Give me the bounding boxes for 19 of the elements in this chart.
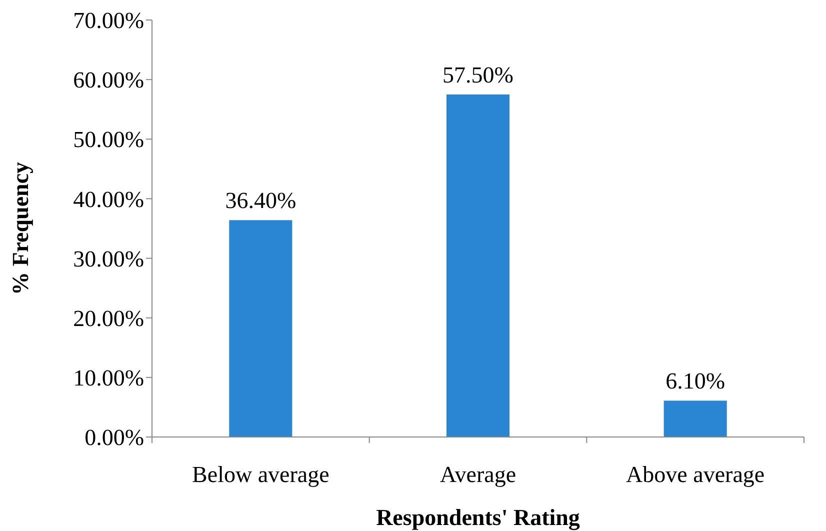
x-tick-label: Average [440, 462, 516, 487]
y-tick-label: 60.00% [73, 68, 144, 93]
x-axis-title: Respondents' Rating [376, 505, 580, 531]
y-tick-label: 10.00% [73, 365, 144, 390]
bar [446, 94, 510, 437]
y-tick-label: 50.00% [73, 127, 144, 152]
x-tick-label: Above average [626, 462, 765, 487]
y-tick-label: 70.00% [73, 8, 144, 34]
bar [664, 400, 727, 437]
y-tick-label: 20.00% [73, 306, 144, 331]
y-axis-title: % Frequency [8, 161, 33, 296]
x-tick-label: Below average [192, 462, 330, 487]
bar [229, 220, 292, 437]
y-tick-label: 30.00% [73, 246, 144, 272]
data-label: 57.50% [442, 62, 514, 88]
y-tick-label: 0.00% [84, 425, 144, 450]
y-tick-label: 40.00% [73, 186, 144, 212]
data-label: 36.40% [225, 188, 296, 214]
data-label: 6.10% [666, 368, 726, 394]
